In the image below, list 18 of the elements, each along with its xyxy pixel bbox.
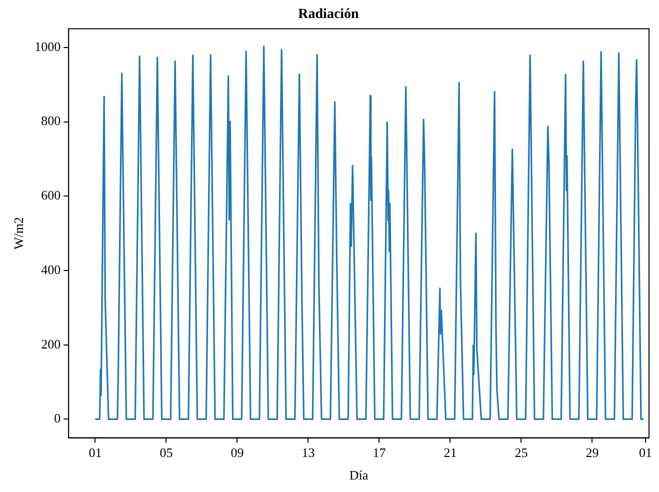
x-axis-title: Día bbox=[349, 468, 368, 483]
y-tick-label: 800 bbox=[41, 113, 61, 128]
x-tick-label: 29 bbox=[586, 445, 599, 460]
x-tick-label: 21 bbox=[444, 445, 457, 460]
x-tick-label: 13 bbox=[302, 445, 315, 460]
y-tick-label: 1000 bbox=[34, 38, 61, 54]
x-tick-label: 05 bbox=[160, 445, 173, 460]
x-tick-label: 09 bbox=[230, 445, 244, 460]
y-tick-label: 600 bbox=[41, 188, 61, 203]
x-tick-label: 01 bbox=[638, 445, 652, 460]
x-tick-label: 17 bbox=[372, 445, 386, 460]
x-tick-label: 01 bbox=[88, 445, 102, 460]
y-axis-title: W/m2 bbox=[11, 217, 26, 250]
x-tick-label: 25 bbox=[514, 445, 528, 460]
y-tick-label: 0 bbox=[54, 410, 61, 426]
chart-title: Radiación bbox=[298, 7, 360, 22]
y-tick-label: 400 bbox=[41, 262, 61, 277]
y-tick-label: 200 bbox=[41, 336, 61, 352]
